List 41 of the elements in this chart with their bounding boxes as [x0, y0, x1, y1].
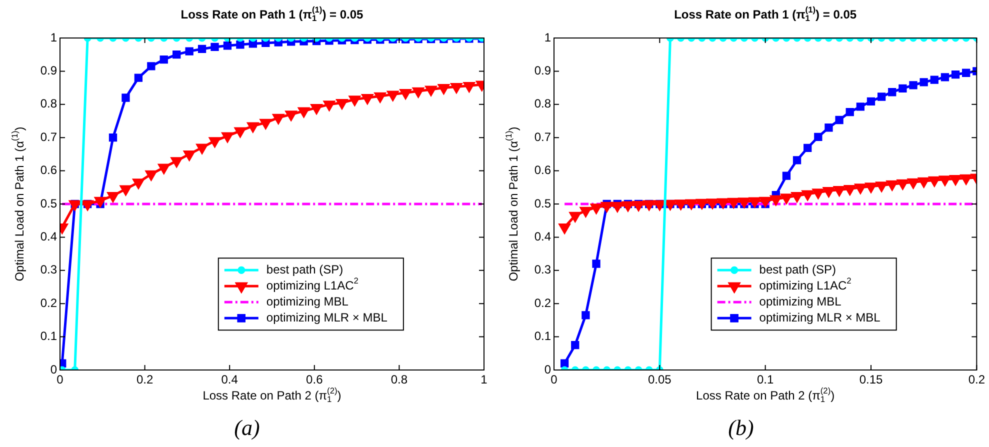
legend-label: best path (SP): [759, 262, 836, 276]
x-tick-label: 0.2: [968, 372, 986, 387]
x-tick-label: 0.05: [648, 372, 672, 387]
y-tick-label: 0.8: [534, 96, 552, 111]
legend-label: optimizing MBL: [759, 294, 842, 308]
y-tick-label: 0: [50, 362, 58, 376]
y-tick-label: 0.4: [534, 230, 552, 244]
y-tick-label: 0.1: [534, 329, 552, 344]
y-tick-label: 0.9: [534, 64, 552, 78]
y-tick-label: 0.5: [40, 196, 58, 210]
y-tick-label: 0.6: [40, 163, 58, 178]
y-tick-label: 0.4: [40, 230, 58, 244]
y-tick-label: 1: [50, 30, 58, 44]
legend-label: optimizing MLR × MBL: [266, 310, 388, 324]
y-tick-label: 0.9: [40, 64, 58, 78]
x-tick-label: 0.1: [756, 372, 774, 387]
y-tick-label: 0: [544, 362, 552, 376]
x-tick-label: 0.2: [136, 372, 154, 387]
y-tick-label: 1: [544, 30, 552, 44]
y-tick-label: 0.7: [40, 130, 58, 144]
x-tick-label: 0.4: [221, 372, 238, 387]
legend-label: optimizing MLR × MBL: [759, 310, 881, 324]
x-tick-label: 0.6: [306, 372, 324, 387]
y-tick-label: 0.5: [534, 196, 552, 210]
y-tick-label: 0.7: [534, 130, 552, 144]
y-tick-label: 0.8: [40, 96, 58, 111]
y-tick-label: 0.3: [40, 262, 58, 277]
legend-label: best path (SP): [266, 262, 344, 276]
x-tick-label: 0.15: [859, 372, 883, 387]
y-tick-label: 0.3: [534, 262, 552, 277]
y-tick-label: 0.6: [534, 163, 552, 178]
y-tick-label: 0.2: [534, 296, 552, 310]
y-tick-label: 0.1: [40, 329, 58, 344]
text: (b): [727, 415, 755, 441]
y-tick-label: 0.2: [40, 296, 58, 310]
text: (a): [233, 415, 261, 441]
x-tick-label: 0.8: [390, 372, 408, 387]
y-axis-title: Optimal Load on Path 1 (α(1)): [504, 126, 520, 282]
legend-label: optimizing MBL: [266, 294, 349, 308]
x-tick-label: 1: [480, 372, 488, 387]
y-axis-title: Optimal Load on Path 1 (α(1)): [10, 126, 26, 282]
